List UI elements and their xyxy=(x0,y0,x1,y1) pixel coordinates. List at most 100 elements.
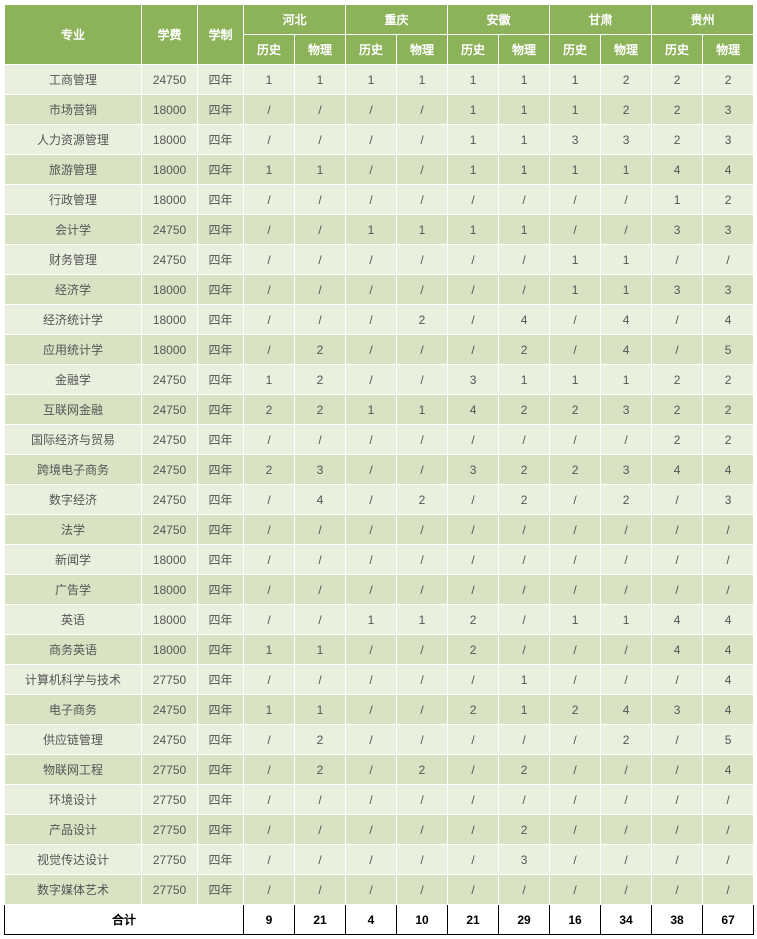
table-row: 供应链管理24750四年/2/////2/5 xyxy=(5,725,754,755)
cell-value: / xyxy=(703,785,754,815)
cell-value: 1 xyxy=(346,395,397,425)
cell-fee: 18000 xyxy=(142,575,198,605)
cell-value: / xyxy=(703,515,754,545)
cell-value: / xyxy=(346,875,397,905)
cell-value: 4 xyxy=(448,395,499,425)
cell-duration: 四年 xyxy=(198,65,244,95)
cell-value: / xyxy=(397,695,448,725)
cell-value: 2 xyxy=(448,605,499,635)
cell-value: / xyxy=(397,575,448,605)
cell-value: 2 xyxy=(652,95,703,125)
col-fee: 学费 xyxy=(142,5,198,65)
cell-fee: 24750 xyxy=(142,695,198,725)
cell-major: 会计学 xyxy=(5,215,142,245)
cell-value: 2 xyxy=(703,365,754,395)
cell-duration: 四年 xyxy=(198,455,244,485)
cell-value: / xyxy=(346,635,397,665)
table-row: 产品设计27750四年/////2//// xyxy=(5,815,754,845)
cell-value: / xyxy=(448,335,499,365)
cell-value: / xyxy=(601,815,652,845)
cell-fee: 27750 xyxy=(142,845,198,875)
cell-value: 2 xyxy=(295,365,346,395)
cell-value: / xyxy=(550,215,601,245)
cell-value: / xyxy=(448,425,499,455)
cell-value: / xyxy=(703,815,754,845)
cell-duration: 四年 xyxy=(198,395,244,425)
cell-value: / xyxy=(397,545,448,575)
cell-value: / xyxy=(244,425,295,455)
cell-value: 4 xyxy=(601,695,652,725)
cell-major: 电子商务 xyxy=(5,695,142,725)
cell-value: / xyxy=(295,185,346,215)
cell-value: 5 xyxy=(703,335,754,365)
cell-value: / xyxy=(295,665,346,695)
cell-value: / xyxy=(244,485,295,515)
cell-value: / xyxy=(601,545,652,575)
cell-value: 3 xyxy=(448,365,499,395)
cell-value: / xyxy=(295,245,346,275)
cell-value: / xyxy=(499,725,550,755)
cell-value: / xyxy=(601,755,652,785)
cell-value: / xyxy=(448,185,499,215)
cell-value: / xyxy=(448,575,499,605)
cell-value: 1 xyxy=(397,215,448,245)
cell-value: / xyxy=(550,875,601,905)
cell-value: / xyxy=(397,815,448,845)
cell-value: / xyxy=(397,95,448,125)
cell-value: 2 xyxy=(652,425,703,455)
cell-value: / xyxy=(295,575,346,605)
cell-value: / xyxy=(550,815,601,845)
cell-value: 2 xyxy=(448,635,499,665)
cell-value: 1 xyxy=(499,155,550,185)
cell-value: / xyxy=(601,515,652,545)
cell-value: 3 xyxy=(652,275,703,305)
cell-value: / xyxy=(499,875,550,905)
table-row: 经济统计学18000四年///2/4/4/4 xyxy=(5,305,754,335)
cell-major: 法学 xyxy=(5,515,142,545)
cell-value: 3 xyxy=(652,695,703,725)
cell-duration: 四年 xyxy=(198,245,244,275)
cell-value: / xyxy=(295,545,346,575)
cell-value: 4 xyxy=(652,455,703,485)
enrollment-table: 专业 学费 学制 河北 重庆 安徽 甘肃 贵州 历史物理历史物理历史物理历史物理… xyxy=(4,4,754,935)
cell-value: 2 xyxy=(703,65,754,95)
table-row: 环境设计27750四年////////// xyxy=(5,785,754,815)
cell-value: 1 xyxy=(244,155,295,185)
cell-value: / xyxy=(295,275,346,305)
cell-duration: 四年 xyxy=(198,275,244,305)
cell-major: 跨境电子商务 xyxy=(5,455,142,485)
cell-duration: 四年 xyxy=(198,215,244,245)
cell-value: 1 xyxy=(601,245,652,275)
footer-total: 10 xyxy=(397,905,448,935)
cell-value: / xyxy=(550,545,601,575)
cell-value: 4 xyxy=(703,305,754,335)
cell-value: / xyxy=(703,575,754,605)
footer-total: 9 xyxy=(244,905,295,935)
cell-value: 2 xyxy=(601,65,652,95)
cell-value: / xyxy=(397,275,448,305)
cell-value: 1 xyxy=(346,65,397,95)
cell-value: 4 xyxy=(499,305,550,335)
cell-value: 1 xyxy=(448,215,499,245)
cell-value: / xyxy=(346,545,397,575)
cell-value: 2 xyxy=(397,755,448,785)
cell-value: 1 xyxy=(295,695,346,725)
cell-duration: 四年 xyxy=(198,605,244,635)
cell-value: / xyxy=(601,635,652,665)
cell-value: / xyxy=(295,845,346,875)
cell-value: / xyxy=(499,425,550,455)
cell-value: 1 xyxy=(652,185,703,215)
footer-label: 合计 xyxy=(5,905,244,935)
cell-value: / xyxy=(244,125,295,155)
cell-value: / xyxy=(703,845,754,875)
col-province-0: 河北 xyxy=(244,5,346,35)
cell-value: / xyxy=(295,425,346,455)
cell-value: / xyxy=(448,845,499,875)
cell-value: 3 xyxy=(448,455,499,485)
col-subject: 物理 xyxy=(703,35,754,65)
col-province-4: 贵州 xyxy=(652,5,754,35)
cell-value: 2 xyxy=(499,335,550,365)
cell-value: 2 xyxy=(499,395,550,425)
cell-fee: 18000 xyxy=(142,185,198,215)
cell-value: 2 xyxy=(295,395,346,425)
